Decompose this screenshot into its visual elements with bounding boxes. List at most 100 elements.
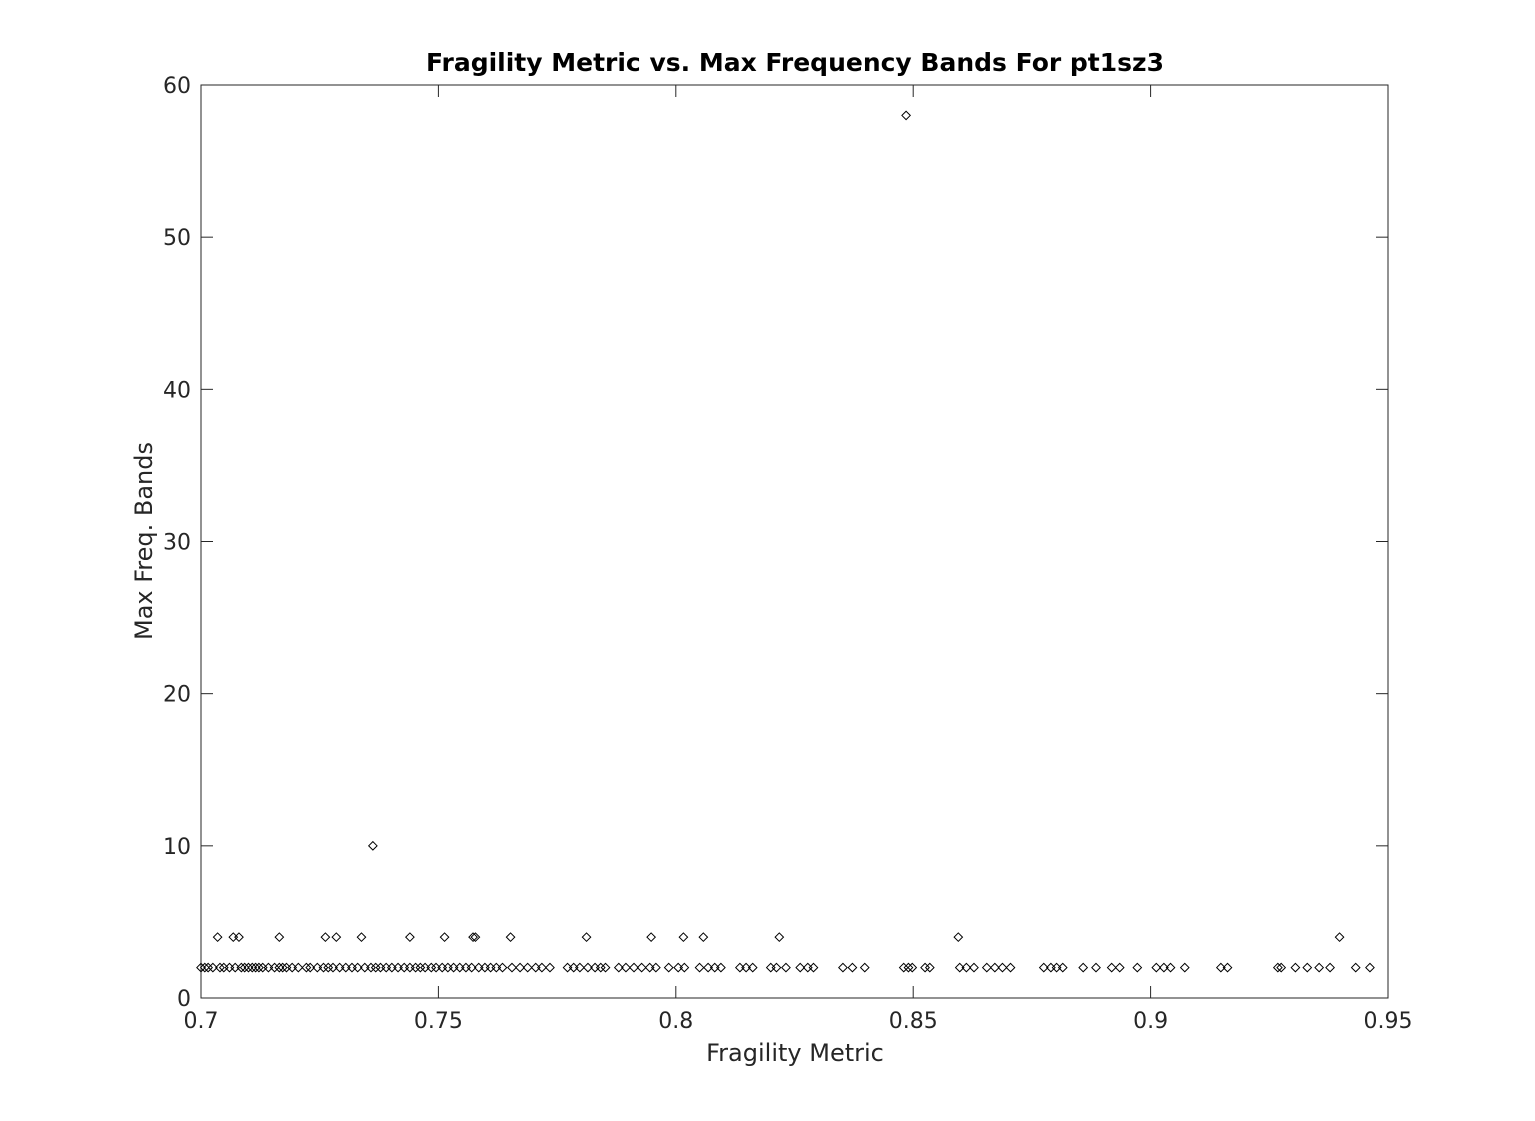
data-point <box>600 962 611 973</box>
data-point <box>747 962 758 973</box>
data-point <box>694 962 705 973</box>
data-point <box>903 962 914 973</box>
data-point <box>269 962 280 973</box>
data-point <box>1215 962 1226 973</box>
data-point <box>507 962 517 973</box>
data-point <box>274 962 285 973</box>
data-point <box>1302 962 1313 973</box>
data-point <box>320 932 331 943</box>
data-point <box>898 962 909 973</box>
data-point <box>961 962 972 973</box>
data-point <box>1158 962 1169 973</box>
data-point <box>415 962 426 973</box>
data-point <box>215 962 225 973</box>
y-tick-label: 10 <box>163 835 191 860</box>
data-point <box>274 932 285 943</box>
data-point <box>907 962 918 973</box>
data-point <box>1314 962 1325 973</box>
data-point <box>663 962 674 973</box>
data-point <box>679 962 690 973</box>
y-tick-label: 0 <box>177 987 191 1012</box>
data-point <box>1078 962 1089 973</box>
data-point <box>515 962 525 973</box>
data-point <box>1005 962 1016 973</box>
data-point <box>405 932 415 943</box>
data-point <box>370 962 381 973</box>
data-point <box>522 962 533 973</box>
data-point <box>741 962 751 973</box>
data-point <box>1325 962 1335 973</box>
data-point <box>969 962 979 973</box>
data-point <box>781 962 791 973</box>
data-point <box>771 962 782 973</box>
data-point <box>621 962 631 973</box>
data-point <box>426 962 437 973</box>
data-point <box>1290 962 1301 973</box>
data-point <box>439 932 450 943</box>
data-point <box>703 962 713 973</box>
data-point <box>698 932 709 943</box>
data-point <box>847 962 858 973</box>
data-point <box>808 962 819 973</box>
data-point <box>239 962 250 973</box>
data-point <box>595 962 606 973</box>
data-point <box>470 932 481 943</box>
data-point <box>920 962 930 973</box>
data-point <box>301 962 312 973</box>
data-point <box>953 932 964 943</box>
data-point <box>715 962 726 973</box>
data-point <box>236 962 247 973</box>
data-point <box>293 962 304 973</box>
data-point <box>838 962 848 973</box>
data-point <box>207 962 218 973</box>
data-point <box>318 962 329 973</box>
data-point <box>356 932 367 943</box>
data-point <box>1091 962 1101 973</box>
data-point <box>366 962 376 973</box>
data-point <box>536 962 547 973</box>
y-tick-label: 50 <box>163 226 191 251</box>
data-point <box>199 962 210 973</box>
y-tick-label: 60 <box>163 74 191 99</box>
y-axis-ticks: 0 10 20 30 40 50 60 <box>163 74 1388 1012</box>
data-point <box>505 932 516 943</box>
data-point <box>583 962 593 973</box>
data-point <box>997 962 1008 973</box>
data-point <box>1114 962 1125 973</box>
data-point <box>305 962 316 973</box>
data-point <box>636 962 647 973</box>
data-point <box>613 962 624 973</box>
data-point <box>468 932 478 943</box>
data-point <box>1179 962 1190 973</box>
data-point <box>212 932 223 943</box>
data-point <box>646 932 657 943</box>
data-point <box>196 962 206 973</box>
x-tick-label: 0.9 <box>1133 1009 1168 1034</box>
data-point <box>331 932 342 943</box>
data-point <box>1272 962 1283 973</box>
data-point <box>650 962 661 973</box>
data-point <box>581 932 592 943</box>
data-point <box>1038 962 1049 973</box>
data-point <box>254 962 264 973</box>
data-point <box>1057 962 1068 973</box>
x-axis-label: Fragility Metric <box>706 1039 884 1067</box>
x-tick-label: 0.85 <box>889 1009 938 1034</box>
data-point <box>1334 932 1345 943</box>
data-point <box>545 962 555 973</box>
data-point <box>352 962 363 973</box>
data-point <box>1165 962 1176 973</box>
x-tick-label: 0.95 <box>1364 1009 1413 1034</box>
data-point <box>243 962 254 973</box>
data-point <box>795 962 806 973</box>
data-point <box>323 962 334 973</box>
x-tick-label: 0.7 <box>184 1009 219 1034</box>
data-point <box>1151 962 1162 973</box>
data-point <box>1350 962 1361 973</box>
data-point <box>981 962 992 973</box>
data-point <box>250 962 261 973</box>
data-point <box>924 962 935 973</box>
y-tick-label: 30 <box>163 531 191 556</box>
